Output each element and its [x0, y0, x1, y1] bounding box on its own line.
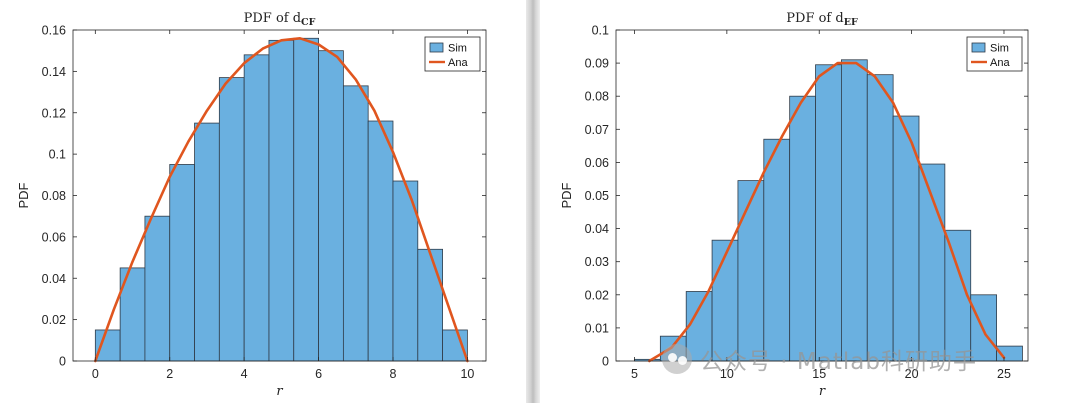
- legend-label-sim: Sim: [448, 43, 467, 55]
- analytical-curve: [94, 36, 469, 363]
- x-tick-label: 4: [241, 367, 248, 381]
- histogram-bars: [94, 37, 468, 362]
- y-tick-label: 0.02: [42, 313, 66, 327]
- histogram-bar: [169, 164, 195, 362]
- histogram-bar: [367, 120, 394, 362]
- y-tick-label: 0.04: [42, 272, 66, 286]
- y-tick-label: 0: [602, 355, 609, 369]
- y-tick-label: 0.07: [585, 123, 609, 137]
- y-tick-label: 0.1: [592, 24, 609, 38]
- x-tick-label: 10: [460, 367, 474, 381]
- x-tick-label: 5: [631, 367, 638, 381]
- watermark: 公众号 · Matlab科研助手: [662, 340, 977, 378]
- y-tick-label: 0.12: [42, 106, 66, 120]
- legend-label-ana: Ana: [448, 57, 468, 69]
- window-divider: [526, 0, 540, 403]
- y-tick-label: 0.04: [585, 222, 609, 236]
- y-tick-label: 0: [59, 355, 66, 369]
- histogram-bar: [94, 329, 121, 362]
- x-tick-label: 2: [166, 367, 173, 381]
- histogram-bar: [293, 37, 319, 362]
- histogram-bar: [737, 180, 765, 362]
- x-axis-label: r: [819, 384, 826, 399]
- legend-swatch-sim: [429, 42, 444, 53]
- y-tick-label: 0.06: [585, 156, 609, 170]
- x-axis-label: r: [276, 384, 283, 399]
- histogram-bar: [144, 215, 171, 362]
- histogram-bar: [789, 95, 816, 362]
- x-tick-label: 20: [905, 367, 919, 381]
- y-axis-label: PDF: [16, 182, 31, 208]
- legend-label-ana: Ana: [990, 57, 1010, 69]
- chart-1: 0 2 4 6 8 10 0 0.02 0.04 0.06 0.08 0.1 0.12 0.14 0.16 P…: [16, 11, 487, 399]
- legend-label-sim: Sim: [990, 43, 1009, 55]
- chart-title: PDF of dEF: [786, 11, 858, 28]
- x-tick-label: 0: [92, 367, 99, 381]
- legend: Sim Ana: [424, 36, 481, 72]
- legend-swatch-sim: [971, 42, 986, 53]
- chart-title: PDF of dCF: [244, 11, 316, 28]
- histogram-bar: [194, 122, 220, 362]
- y-tick-label: 0.08: [585, 90, 609, 104]
- y-tick-label: 0.06: [42, 230, 66, 244]
- histogram-bar: [892, 115, 920, 362]
- histogram-bar: [318, 50, 344, 362]
- y-tick-label: 0.1: [49, 148, 66, 162]
- x-tick-label: 15: [812, 367, 826, 381]
- y-tick-label: 0.16: [42, 24, 66, 38]
- histogram-bar: [866, 74, 894, 362]
- legend: Sim Ana: [966, 36, 1023, 72]
- histogram-bar: [417, 248, 443, 362]
- x-tick-label: 10: [720, 367, 734, 381]
- histogram-bar: [218, 77, 245, 362]
- histogram-bar: [119, 267, 146, 362]
- x-tick-label: 25: [997, 367, 1011, 381]
- histogram-bar: [243, 54, 270, 362]
- y-axis-label: PDF: [559, 182, 574, 208]
- y-tick-label: 0.05: [585, 189, 609, 203]
- wechat-logo-icon: [662, 344, 692, 374]
- y-tick-label: 0.09: [585, 57, 609, 71]
- histogram-bar: [442, 329, 468, 362]
- x-tick-label: 8: [390, 367, 397, 381]
- y-tick-label: 0.08: [42, 189, 66, 203]
- histogram-bar: [763, 138, 791, 362]
- histogram-bar: [342, 85, 369, 362]
- y-tick-label: 0.01: [585, 321, 609, 335]
- histogram-bar: [392, 180, 419, 362]
- histogram-bar: [815, 64, 842, 362]
- x-tick-label: 6: [315, 367, 322, 381]
- histogram-bar: [840, 59, 868, 362]
- watermark-text: 公众号 · Matlab科研助手: [700, 349, 977, 375]
- histogram-bar: [685, 291, 713, 362]
- histogram-bar: [268, 39, 295, 362]
- y-tick-label: 0.02: [585, 288, 609, 302]
- y-tick-label: 0.03: [585, 255, 609, 269]
- y-tick-label: 0.14: [42, 65, 66, 79]
- analytical-curve: [647, 61, 1006, 363]
